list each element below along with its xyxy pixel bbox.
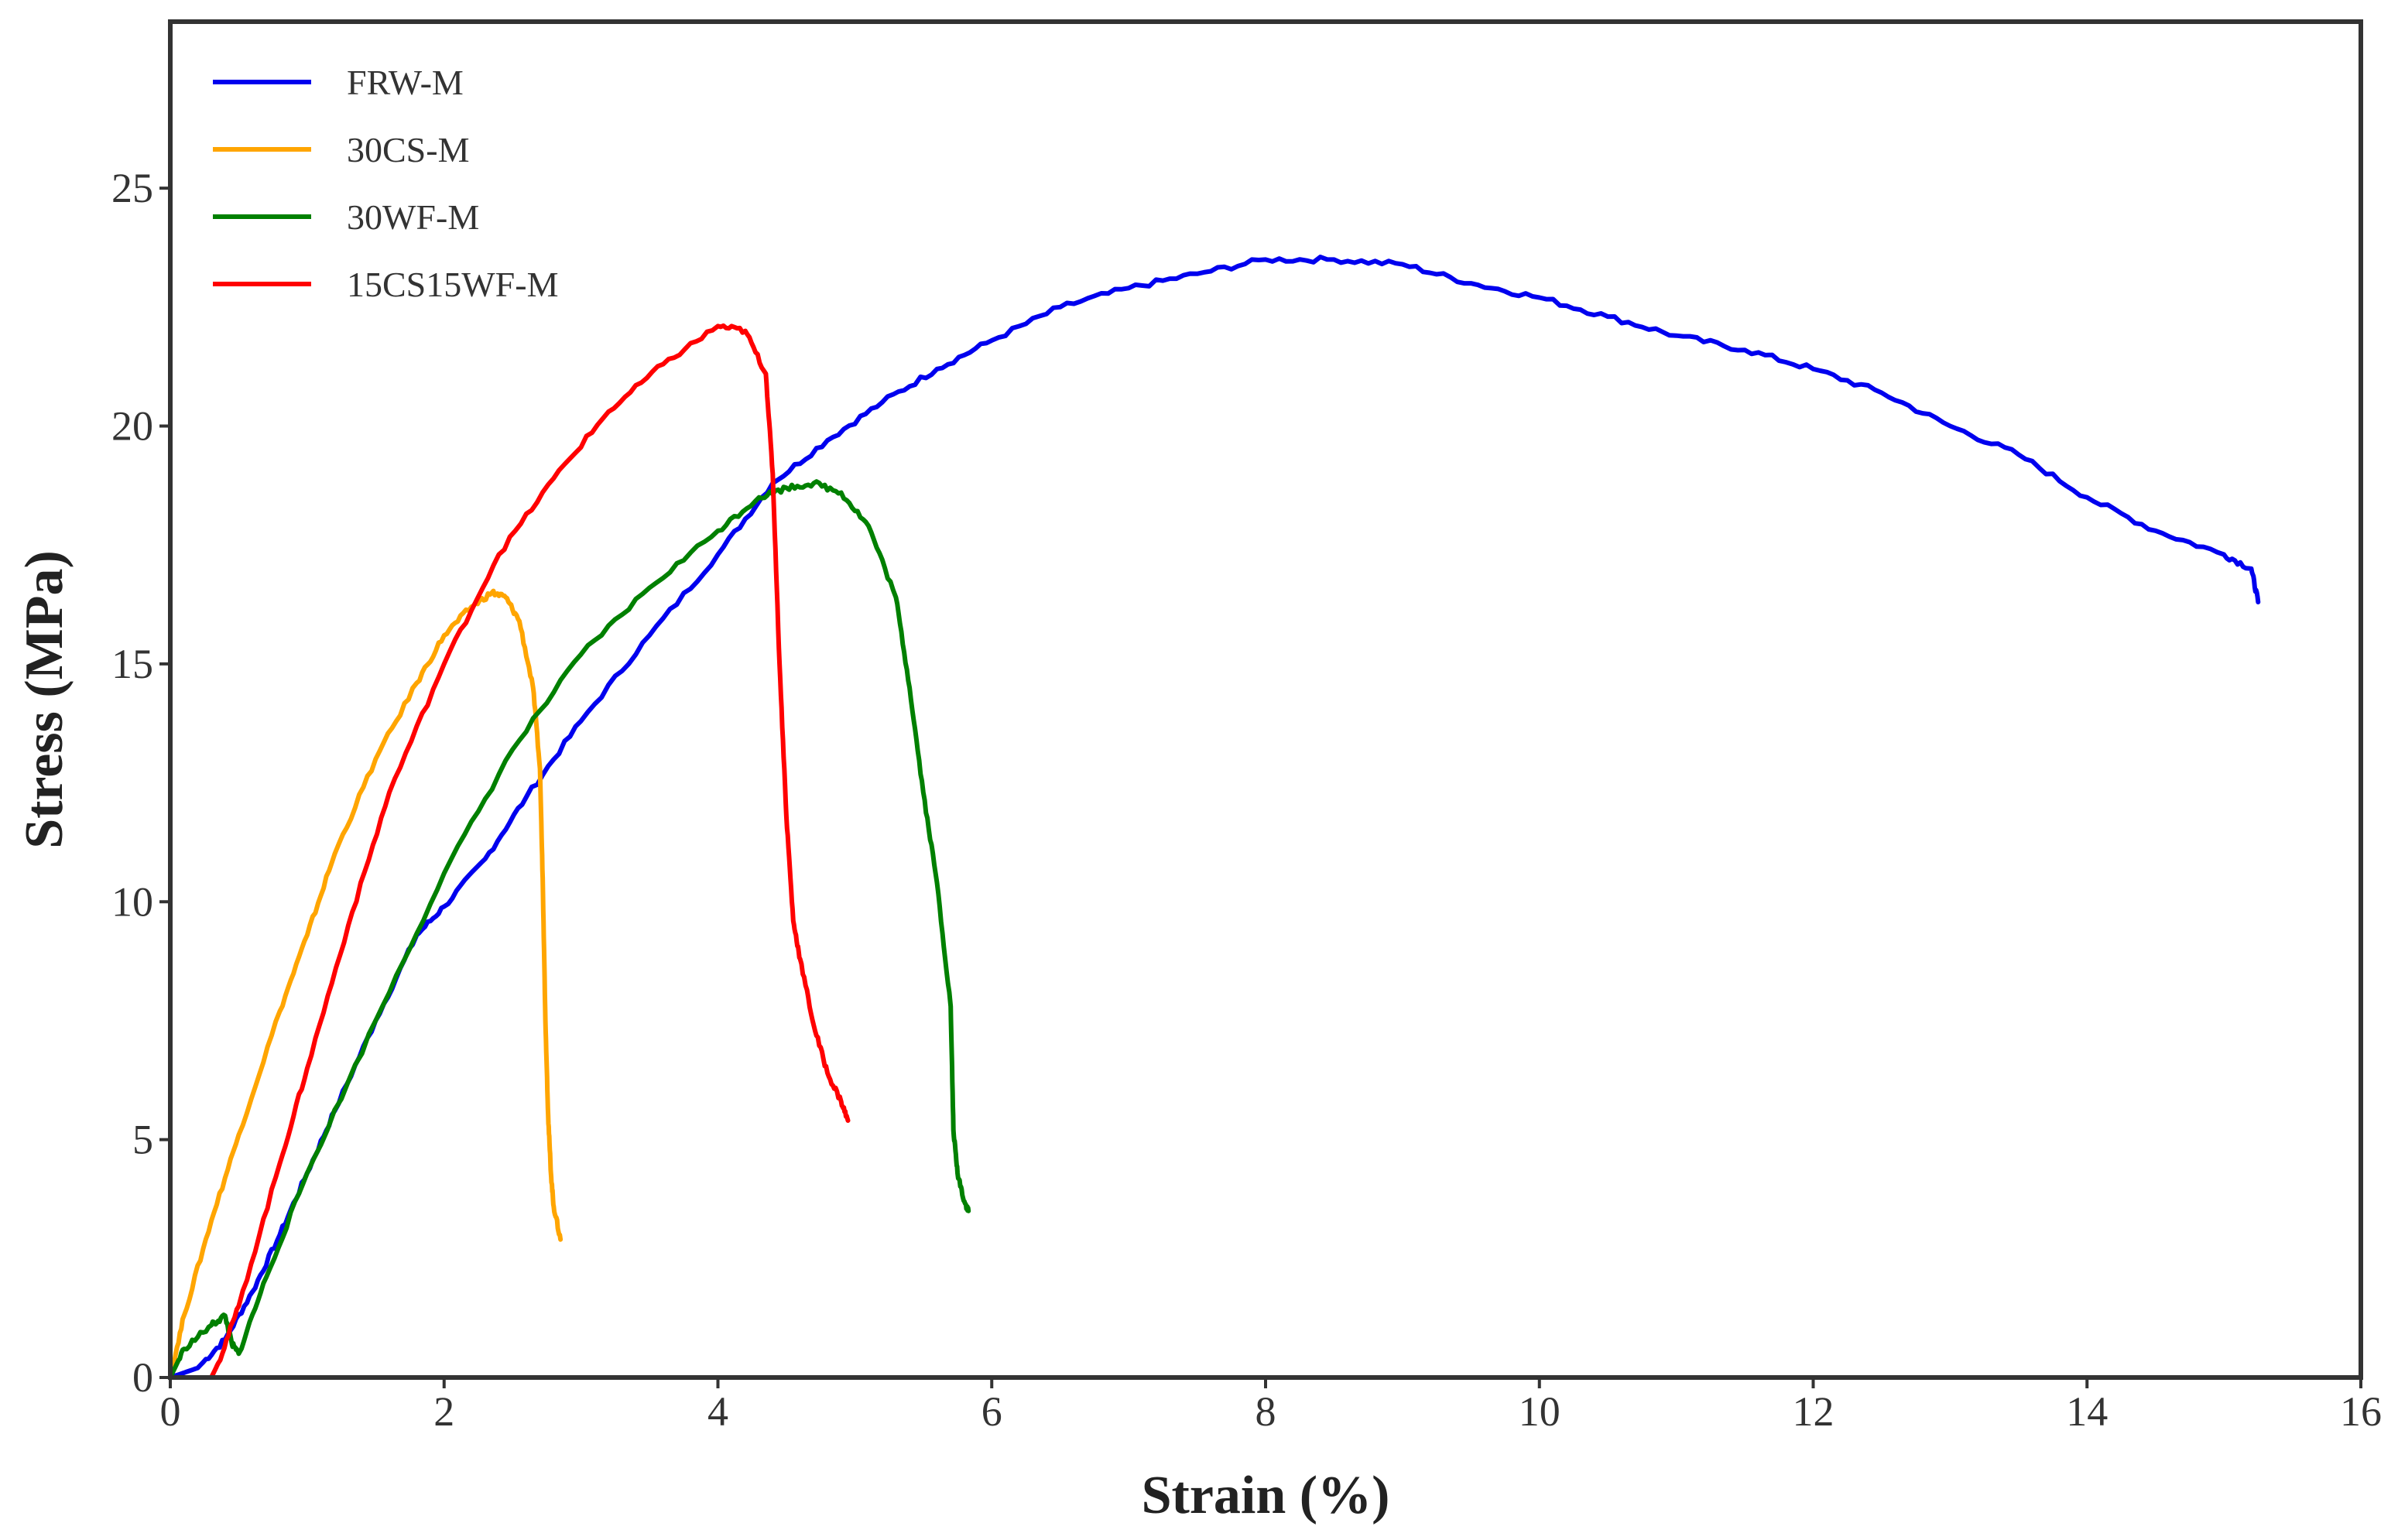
y-tick-label: 20 xyxy=(111,403,153,450)
y-tick-label: 25 xyxy=(111,165,153,211)
legend-label-15cs15wf-m: 15CS15WF-M xyxy=(347,265,558,304)
x-axis-label: Strain (%) xyxy=(1142,1466,1390,1525)
series-line-30wf-m xyxy=(168,479,971,1380)
plot-frame xyxy=(168,19,2363,1380)
legend-label-frw-m: FRW-M xyxy=(347,63,464,102)
y-tick-label: 15 xyxy=(111,641,153,687)
y-tick-label: 0 xyxy=(132,1354,153,1401)
series-line-15cs15wf-m xyxy=(168,323,851,1380)
series-line-30cs-m xyxy=(168,588,564,1380)
legend: FRW-M 30CS-M 30WF-M 15CS15WF-M xyxy=(213,63,558,304)
legend-label-30wf-m: 30WF-M xyxy=(347,197,479,237)
y-tick-label: 10 xyxy=(111,878,153,925)
x-tick-label: 12 xyxy=(1793,1388,1834,1435)
x-tick-label: 2 xyxy=(433,1388,454,1435)
tick-layer: 0 2 4 6 8 10 12 14 16 0 5 10 15 20 25 xyxy=(111,165,2382,1435)
x-tick-label: 16 xyxy=(2340,1388,2382,1435)
x-tick-label: 4 xyxy=(707,1388,728,1435)
series-layer xyxy=(168,255,2261,1380)
x-tick-label: 8 xyxy=(1256,1388,1276,1435)
x-tick-label: 6 xyxy=(981,1388,1002,1435)
y-tick-label: 5 xyxy=(132,1117,153,1163)
legend-label-30cs-m: 30CS-M xyxy=(347,130,469,169)
x-tick-label: 10 xyxy=(1519,1388,1560,1435)
y-axis-label: Stress (MPa) xyxy=(15,550,74,849)
x-tick-label: 14 xyxy=(2066,1388,2108,1435)
series-line-frw-m xyxy=(168,255,2261,1380)
x-tick-label: 0 xyxy=(160,1388,181,1435)
